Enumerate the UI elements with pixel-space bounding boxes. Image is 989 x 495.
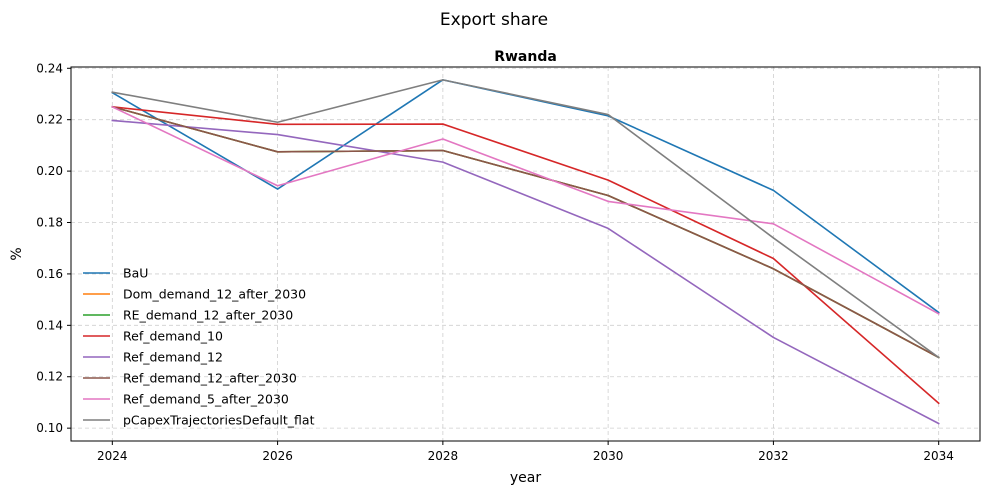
y-tick-label: 0.14 [36, 318, 63, 332]
legend-label: Dom_demand_12_after_2030 [123, 287, 306, 302]
x-axis-label: year [510, 470, 541, 486]
chart-suptitle: Export share [440, 10, 548, 30]
legend-label: Ref_demand_5_after_2030 [123, 392, 289, 407]
y-tick-label: 0.18 [36, 216, 63, 230]
y-tick-label: 0.10 [36, 421, 63, 435]
x-tick-label: 2028 [428, 449, 459, 463]
y-tick-label: 0.24 [36, 61, 63, 75]
y-tick-label: 0.22 [36, 113, 63, 127]
y-tick-label: 0.12 [36, 370, 63, 384]
legend-label: Ref_demand_10 [123, 329, 223, 344]
legend-label: Ref_demand_12 [123, 350, 223, 365]
x-tick-label: 2024 [97, 449, 128, 463]
series-line-pcapextrajectoriesdefault-flat [111, 79, 940, 359]
y-tick-label: 0.20 [36, 164, 63, 178]
y-axis-ticks: 0.10 0.12 0.14 0.16 0.18 0.20 0.22 0.24 [36, 61, 71, 435]
series-lines [111, 79, 940, 425]
legend-label: pCapexTrajectoriesDefault_flat [123, 413, 315, 428]
x-tick-label: 2032 [758, 449, 789, 463]
series-line-ref-demand-10 [111, 105, 940, 405]
series-line-ref-demand-5-after-2030 [111, 105, 940, 315]
plot-frame [70, 66, 981, 442]
x-tick-label: 2026 [262, 449, 293, 463]
x-axis-ticks: 2024 2026 2028 2030 2032 2034 [97, 441, 954, 463]
legend-label: Ref_demand_12_after_2030 [123, 371, 297, 386]
legend: BaU Dom_demand_12_after_2030 RE_demand_12_… [83, 266, 315, 428]
legend-label: RE_demand_12_after_2030 [123, 308, 293, 323]
x-tick-label: 2034 [923, 449, 954, 463]
series-line-ref-demand-12 [111, 119, 940, 425]
y-axis-label: % [9, 247, 25, 260]
y-tick-label: 0.16 [36, 267, 63, 281]
chart-title: Rwanda [494, 49, 557, 65]
series-line-ref-demand-12-after-2030 [111, 105, 940, 359]
grid [71, 67, 980, 441]
x-tick-label: 2030 [593, 449, 624, 463]
legend-label: BaU [123, 266, 148, 281]
